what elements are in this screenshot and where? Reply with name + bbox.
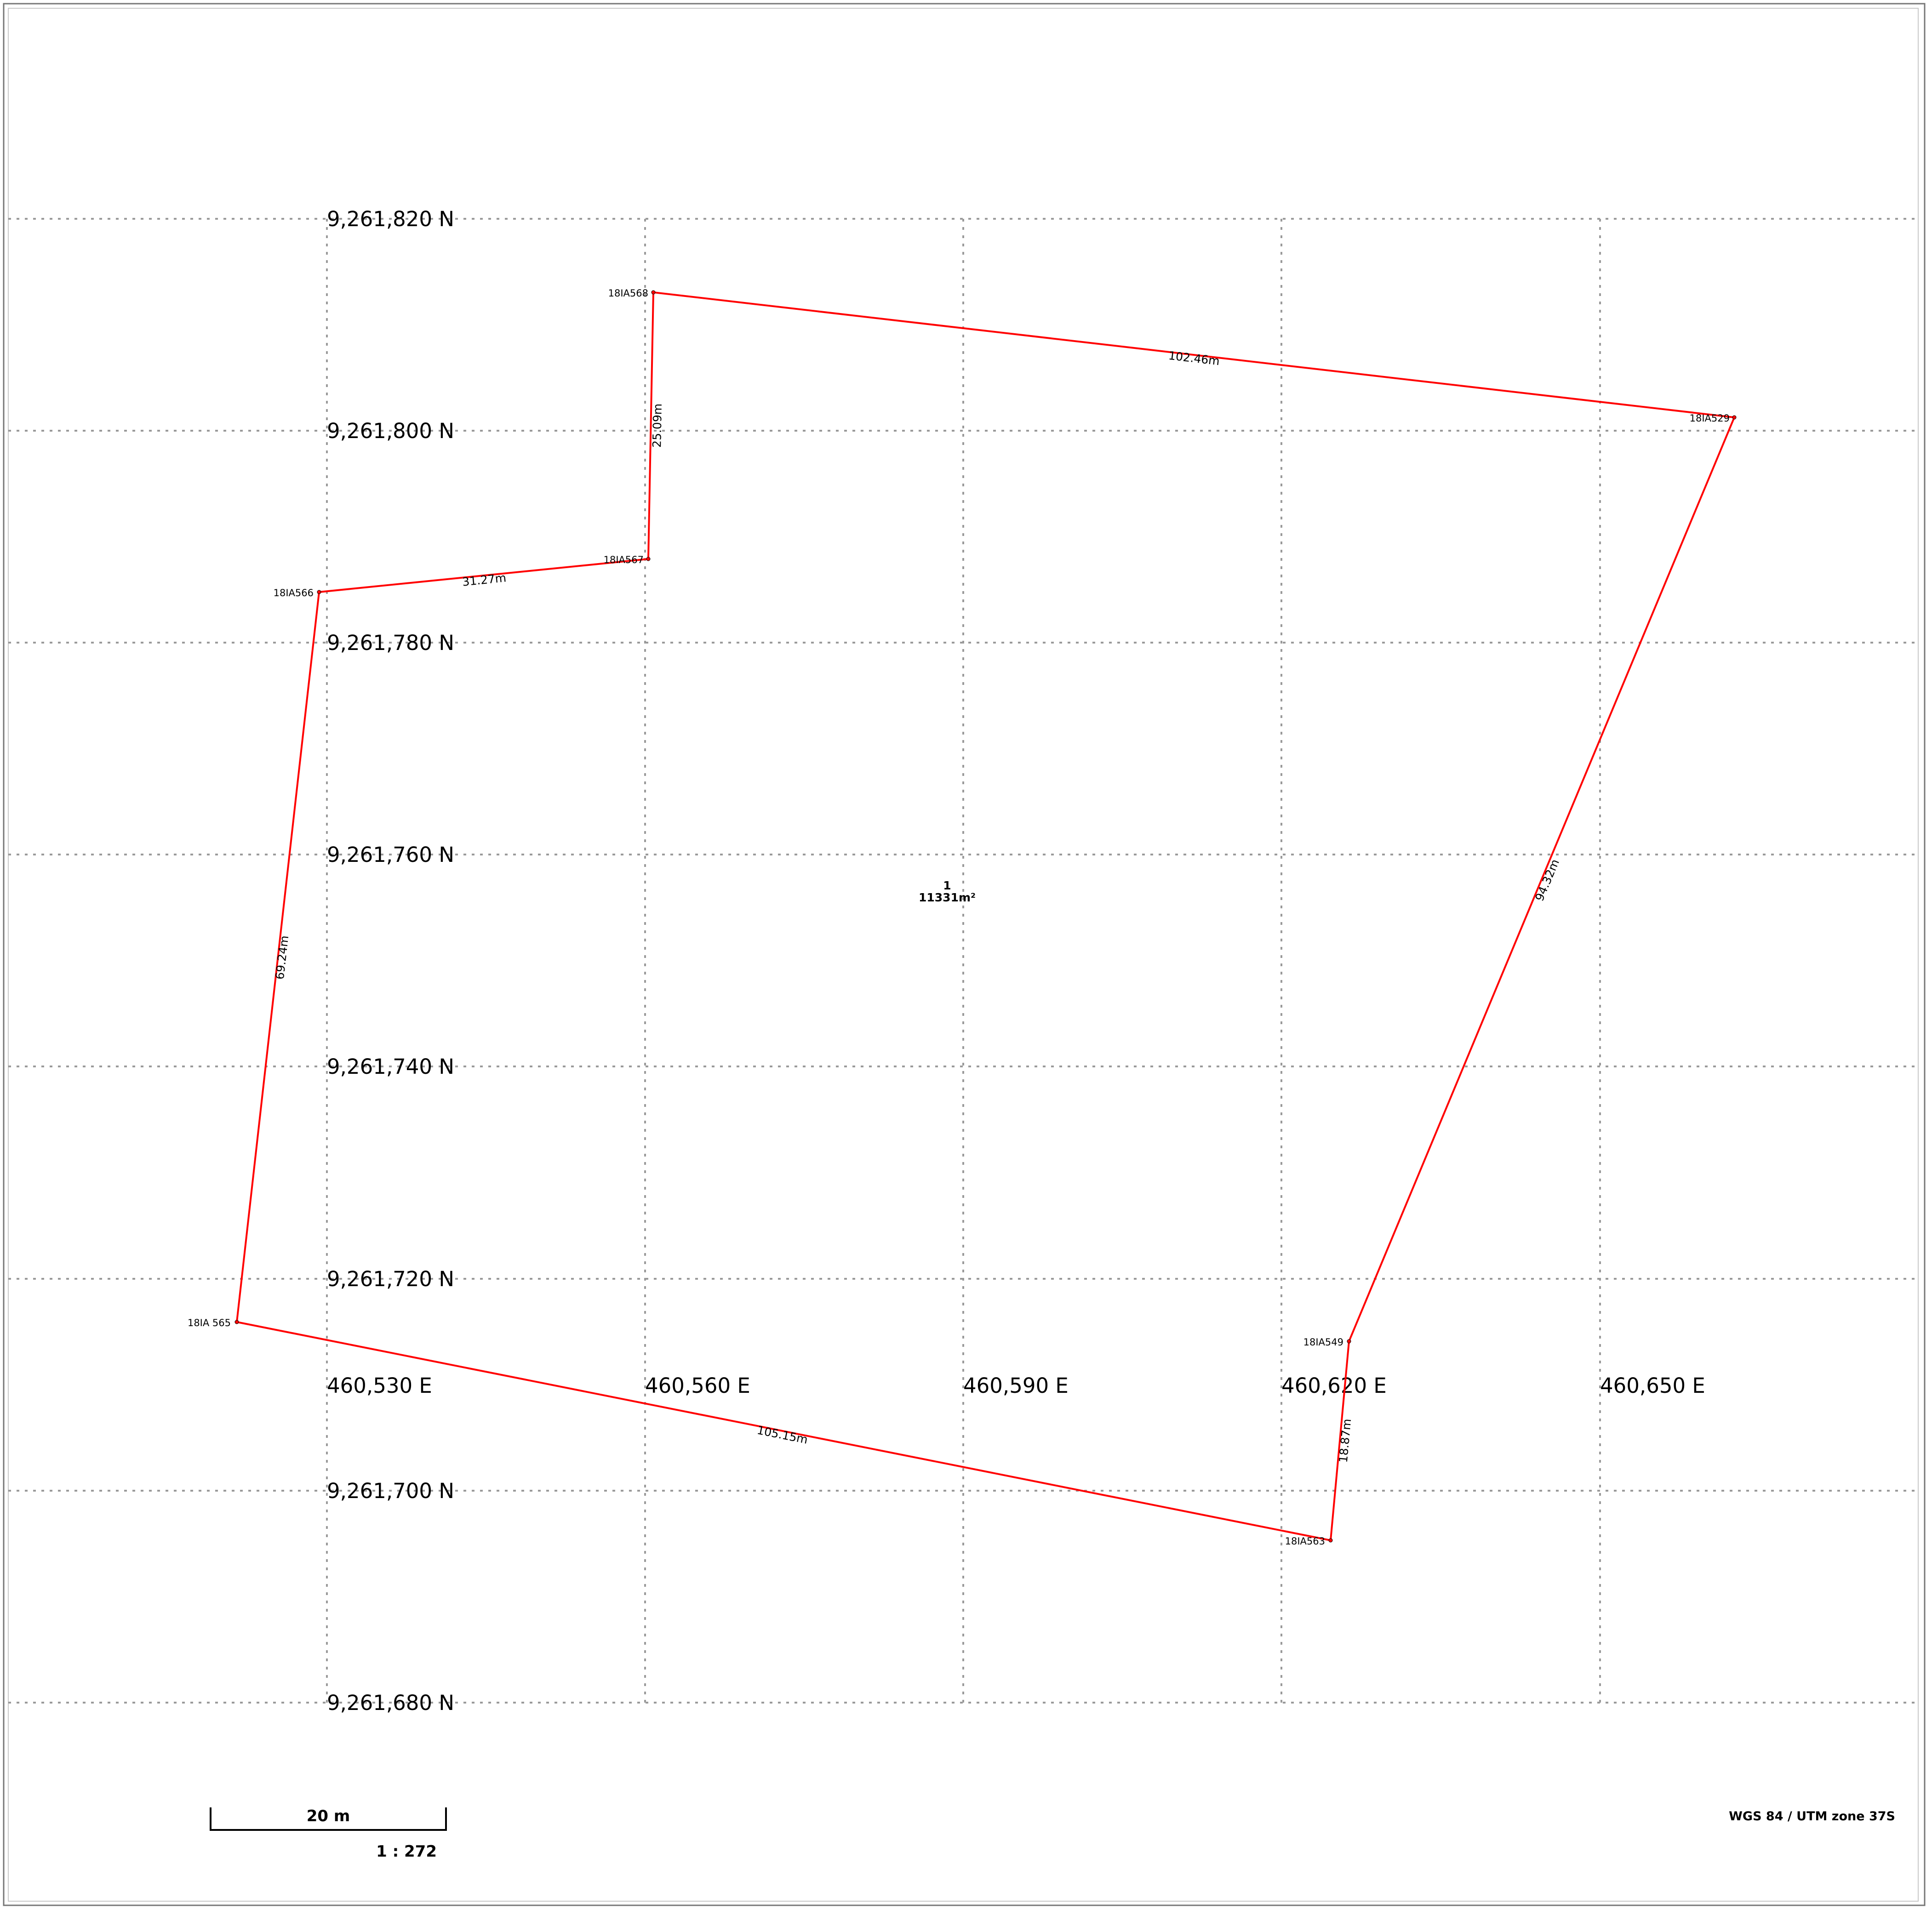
vertex-marker[interactable] [1732,415,1737,420]
scale-ratio: 1 : 272 [376,1842,437,1861]
scale-bar-label: 20 m [307,1807,350,1825]
graticule-grid [8,218,1918,1704]
edge-distance-label: 94.32m [1532,857,1562,903]
vertex-marker[interactable] [317,590,321,594]
easting-label: 460,560 E [645,1373,750,1398]
northing-label: 9,261,820 N [327,207,454,231]
northing-label: 9,261,720 N [327,1267,454,1291]
vertex-marker[interactable] [651,290,656,295]
northing-label: 9,261,760 N [327,843,454,867]
edge-distance-label: 31.27m [462,571,507,588]
northing-label: 9,261,780 N [327,631,454,655]
easting-label: 460,620 E [1281,1373,1387,1398]
northing-label: 9,261,740 N [327,1054,454,1079]
vertex-marker[interactable] [1328,1538,1333,1543]
easting-label: 460,650 E [1600,1373,1705,1398]
scale-bar-line [210,1807,447,1831]
parcel-area-label: 11331m² [919,891,976,904]
parcel-id-label: 1 [943,879,951,892]
scale-bar: 20 m 1 : 272 [210,1807,447,1861]
easting-label: 460,530 E [327,1373,432,1398]
vertex-label: 18IA567 [604,554,644,565]
vertex-label: 18IA549 [1303,1337,1343,1348]
easting-labels: 460,530 E 460,560 E 460,590 E 460,620 E … [327,1373,1705,1398]
parcel-label: 1 11331m² [919,879,976,904]
vertex-label: 18IA529 [1690,413,1730,424]
northing-labels: 9,261,820 N 9,261,800 N 9,261,780 N 9,26… [327,207,454,1715]
vertex-label: 18IA563 [1285,1536,1325,1547]
parcel-polygon[interactable] [235,291,1736,1542]
edge-distance-label: 105.15m [756,1423,809,1446]
edge-distance-label: 69.24m [273,935,292,980]
vertex-marker[interactable] [646,557,651,561]
vertex-labels: 18IA568 18IA529 18IA549 18IA563 18IA 565… [188,288,1730,1547]
northing-label: 9,261,800 N [327,419,454,443]
vertex-marker[interactable] [234,1320,239,1324]
vertex-label: 18IA568 [608,288,648,299]
map-frame-inner [8,8,1919,1902]
edge-distance-label: 102.46m [1168,349,1220,368]
map-frame-outer [3,3,1926,1906]
northing-label: 9,261,680 N [327,1691,454,1715]
vertex-marker[interactable] [1347,1339,1351,1344]
northing-label: 9,261,700 N [327,1479,454,1503]
edge-distance-label: 25.09m [650,404,664,448]
easting-label: 460,590 E [963,1373,1069,1398]
vertex-label: 18IA 565 [188,1317,231,1328]
parcel-boundary[interactable] [235,291,1736,1542]
vertex-label: 18IA566 [274,587,314,598]
parcel-vertices [234,290,1737,1543]
edge-distance-label: 18.87m [1337,1418,1354,1463]
crs-label: WGS 84 / UTM zone 37S [1729,1809,1895,1824]
